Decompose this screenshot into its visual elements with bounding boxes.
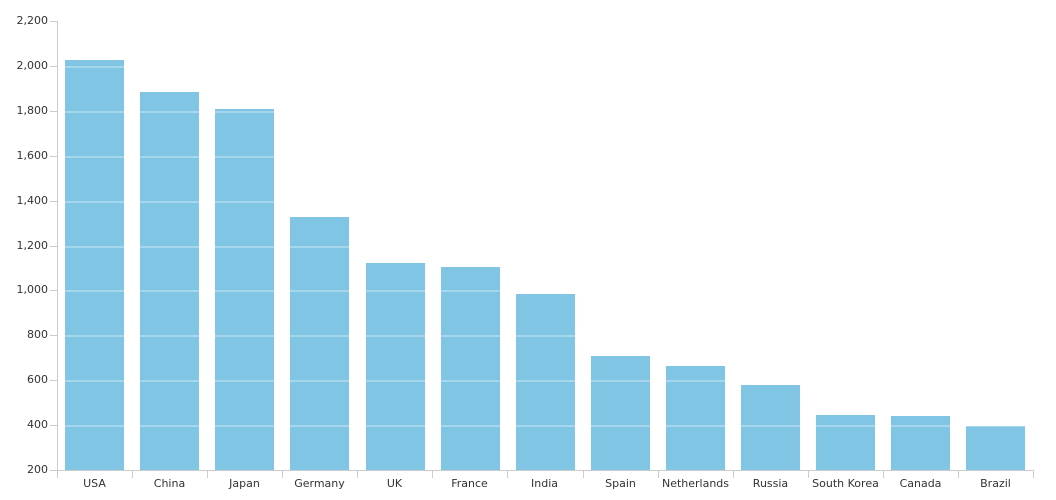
x-category-label: UK [386,477,403,490]
y-tick-label: 1,400 [16,194,49,207]
x-category-label: Netherlands [661,477,730,490]
x-category-label: Japan [229,477,260,490]
bar-germany[interactable] [290,217,349,470]
y-tick-label: 600 [27,373,48,386]
y-tick-label: 1,600 [16,149,49,162]
y-tick-label: 2,000 [16,59,49,72]
y-tick [50,66,57,67]
y-tick [50,246,57,247]
gridline [58,201,1033,203]
gridline [58,246,1033,248]
y-tick [50,380,57,381]
bar-netherlands[interactable] [666,366,725,470]
y-tick-label: 1,200 [16,239,49,252]
bar-china[interactable] [140,92,199,470]
x-tick [282,470,283,478]
gridline [58,21,1033,23]
x-category-label: Russia [752,477,789,490]
gridline [58,111,1033,113]
x-tick [883,470,884,478]
x-tick [432,470,433,478]
y-tick-label: 2,200 [16,14,49,27]
bar-india[interactable] [516,294,575,470]
y-tick [50,21,57,22]
gridline [58,66,1033,68]
bar-brazil[interactable] [966,426,1025,470]
x-tick [808,470,809,478]
x-axis-line [57,470,1034,471]
gridline [58,290,1033,292]
bar-canada[interactable] [891,416,950,470]
bar-usa[interactable] [65,60,124,470]
x-tick [207,470,208,478]
y-tick-label: 800 [27,328,48,341]
y-tick-label: 200 [27,463,48,476]
x-tick [1033,470,1034,478]
x-tick [583,470,584,478]
bar-japan[interactable] [215,109,274,470]
x-category-label: France [451,477,488,490]
x-category-label: China [153,477,186,490]
x-tick [132,470,133,478]
y-tick [50,290,57,291]
x-tick [507,470,508,478]
bar-south-korea[interactable] [816,415,875,470]
x-tick [733,470,734,478]
x-category-label: Spain [605,477,636,490]
x-tick [357,470,358,478]
y-tick [50,156,57,157]
y-tick-label: 1,800 [16,104,49,117]
bar-france[interactable] [441,267,500,470]
bar-spain[interactable] [591,356,650,470]
y-tick [50,111,57,112]
y-tick-label: 1,000 [16,283,49,296]
x-category-label: Brazil [980,477,1011,490]
bar-russia[interactable] [741,385,800,470]
x-tick [57,470,58,478]
x-category-label: South Korea [812,477,879,490]
bar-uk[interactable] [366,263,425,470]
x-tick [958,470,959,478]
y-tick [50,470,57,471]
x-category-label: USA [83,477,106,490]
x-tick [658,470,659,478]
y-tick [50,201,57,202]
gridline [58,156,1033,158]
y-axis-line [57,21,58,470]
y-tick [50,335,57,336]
x-category-label: Germany [294,477,345,490]
x-category-label: Canada [899,477,942,490]
y-tick-label: 400 [27,418,48,431]
y-tick [50,425,57,426]
x-category-label: India [531,477,558,490]
